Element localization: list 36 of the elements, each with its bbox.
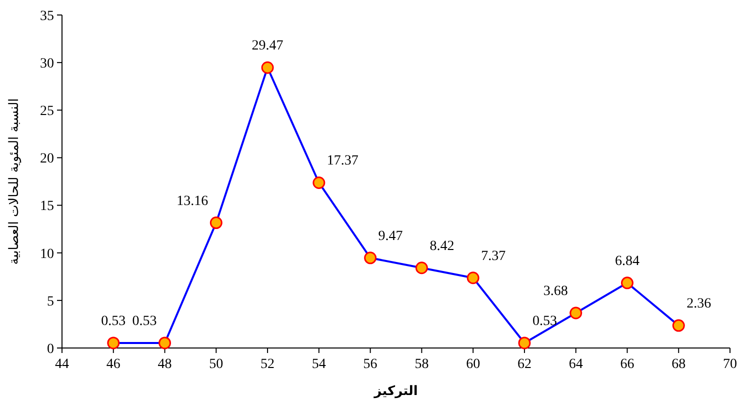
x-tick-label: 62 — [517, 357, 532, 372]
x-tick-label: 56 — [363, 357, 378, 372]
data-label: 17.37 — [326, 154, 358, 169]
y-tick-label: 15 — [40, 199, 54, 214]
y-tick-label: 20 — [40, 152, 54, 167]
data-label: 29.47 — [252, 38, 284, 54]
x-tick-label: 66 — [620, 357, 634, 372]
data-label: 8.42 — [430, 238, 454, 254]
x-tick-label: 68 — [672, 357, 686, 372]
x-tick-label: 52 — [260, 357, 275, 372]
data-label: 13.16 — [176, 194, 208, 209]
x-tick-label: 64 — [568, 357, 583, 372]
x-tick-label: 58 — [414, 357, 429, 372]
x-tick-label: 46 — [106, 357, 120, 372]
x-tick-label: 48 — [158, 357, 172, 372]
data-label: 7.37 — [481, 248, 506, 264]
data-label: 6.84 — [614, 254, 640, 269]
y-axis-title: النسبة المئوية للحالات العصابية — [7, 98, 22, 265]
y-tick-label: 30 — [40, 56, 54, 72]
x-tick-label: 54 — [312, 357, 326, 372]
data-label: 2.36 — [686, 296, 712, 312]
data-label: 9.47 — [378, 228, 403, 244]
y-tick-label: 0 — [47, 342, 54, 357]
x-tick-label: 44 — [55, 357, 69, 372]
y-tick-label: 25 — [40, 104, 54, 120]
data-label: 0.53 — [132, 314, 157, 329]
x-tick-label: 70 — [723, 357, 737, 372]
data-label: 3.68 — [543, 284, 568, 299]
data-label: 0.53 — [532, 314, 557, 329]
y-tick-label: 10 — [40, 246, 54, 262]
y-tick-label: 5 — [47, 294, 54, 310]
x-tick-label: 50 — [209, 357, 224, 372]
x-tick-label: 60 — [466, 357, 480, 372]
y-tick-label: 35 — [40, 8, 54, 24]
x-axis-title: التركيز — [373, 384, 418, 399]
data-label: 0.53 — [101, 314, 126, 329]
